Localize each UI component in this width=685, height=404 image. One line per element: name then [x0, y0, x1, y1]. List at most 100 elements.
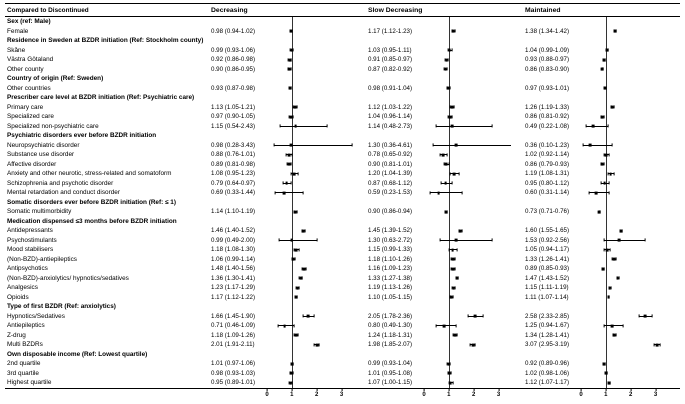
data-row: (Non-BZD)-anxiolytics/ hypnotics/sedativ…: [5, 273, 680, 283]
ci-cap-left: [429, 191, 431, 195]
forest-plot: [581, 359, 668, 369]
reference-line: [448, 36, 450, 46]
ci-cap-right: [603, 162, 605, 166]
reference-line: [291, 197, 293, 207]
header-col-maintained: Maintained: [523, 4, 680, 16]
estimate-cell: 0.98 (0.28-3.43): [209, 140, 366, 150]
forest-plot: [424, 216, 511, 226]
point-marker: [597, 210, 601, 214]
x-axis: 0 1 2 3: [579, 388, 668, 402]
estimate-text: 0.71 (0.46-1.09): [211, 322, 256, 330]
forest-plot: [581, 121, 668, 131]
point-marker: [301, 229, 305, 233]
reference-line: [605, 254, 607, 264]
ci-cap-left: [293, 333, 295, 337]
ci-cap-left: [285, 153, 287, 157]
forest-plot: [424, 378, 511, 388]
ci-cap-right: [461, 229, 463, 233]
point-marker: [613, 29, 617, 33]
reference-line: [605, 378, 607, 388]
forest-plot: [424, 74, 511, 84]
axis-tick-label: 2: [315, 391, 319, 398]
point-marker: [287, 162, 291, 166]
forest-plot: [424, 55, 511, 65]
row-label: (Non-BZD)-anxiolytics/ hypnotics/sedativ…: [7, 274, 129, 282]
forest-plot: [267, 121, 354, 131]
forest-plot: [581, 93, 668, 103]
point-marker: [458, 229, 462, 233]
forest-plot: [267, 159, 354, 169]
estimate-cell: 0.99 (0.93-1.04): [366, 359, 523, 369]
forest-plot: [581, 311, 668, 321]
forest-plot: [581, 254, 668, 264]
forest-plot: [424, 131, 511, 141]
reference-line: [291, 311, 293, 321]
estimate-cell: 1.18 (1.10-1.26): [366, 254, 523, 264]
point-marker: [302, 267, 306, 271]
estimate-cell: 0.98 (0.93-1.03): [209, 368, 366, 378]
forest-plot: [581, 55, 668, 65]
ci-cap-left: [298, 276, 300, 280]
reference-line: [291, 283, 293, 293]
reference-line: [291, 349, 293, 359]
estimate-text: 0.95 (0.80-1.12): [525, 179, 570, 187]
reference-line: [448, 64, 450, 74]
estimate-cell: 1.13 (1.05-1.21): [209, 102, 366, 112]
forest-plot: [267, 359, 354, 369]
estimate-text: 1.07 (1.00-1.15): [368, 379, 413, 387]
reference-line: [291, 102, 293, 112]
reference-line: [291, 216, 293, 226]
point-marker: [602, 58, 606, 62]
estimate-text: 0.99 (0.93-1.06): [211, 46, 256, 54]
row-label: Substance use disorder: [7, 151, 75, 159]
estimate-cell: 0.99 (0.93-1.06): [209, 45, 366, 55]
ci-cap-left: [603, 153, 605, 157]
forest-plot: [267, 330, 354, 340]
estimate-text: 1.34 (1.28-1.41): [525, 331, 570, 339]
estimate-cell: 0.88 (0.76-1.01): [209, 150, 366, 160]
forest-plot: [424, 169, 511, 179]
estimate-cell: [366, 131, 523, 141]
ci-cap-right: [351, 143, 353, 147]
estimate-text: 1.33 (1.27-1.38): [368, 274, 413, 282]
axis-tick-label: 0: [579, 391, 583, 398]
point-marker: [294, 333, 298, 337]
estimate-cell: 0.93 (0.87-0.98): [209, 83, 366, 93]
row-label: Primary care: [7, 103, 44, 111]
estimate-text: 0.98 (0.91-1.04): [368, 84, 413, 92]
estimate-text: 1.06 (0.99-1.14): [211, 255, 256, 263]
point-marker: [293, 105, 297, 109]
estimate-cell: 1.11 (1.07-1.14): [523, 292, 680, 302]
estimate-cell: 1.60 (1.55-1.65): [523, 226, 680, 236]
ci-cap-right: [302, 191, 304, 195]
reference-line: [291, 264, 293, 274]
ci-cap-left: [449, 172, 451, 176]
estimate-cell: 0.89 (0.85-0.93): [523, 264, 680, 274]
section-row: Prescriber care level at BZDR initiation…: [5, 93, 680, 103]
reference-line: [448, 17, 450, 27]
estimate-cell: [209, 36, 366, 46]
ci-cap-right: [304, 229, 306, 233]
ci-cap-left: [274, 191, 276, 195]
forest-plot: [424, 340, 511, 350]
estimate-cell: [366, 74, 523, 84]
axis-tick-label: 2: [472, 391, 476, 398]
data-row: Z-drug 1.18 (1.09-1.26) 1.24 (1.18-1.31) 1.…: [5, 330, 680, 340]
ci-cap-left: [289, 48, 291, 52]
forest-plot: [267, 226, 354, 236]
row-label: Other countries: [7, 84, 51, 92]
reference-line: [605, 273, 607, 283]
estimate-cell: 0.97 (0.90-1.05): [209, 112, 366, 122]
forest-table: Compared to Discontinued Decreasing Slow…: [5, 3, 680, 389]
estimate-text: 1.01 (0.95-1.08): [368, 369, 413, 377]
estimate-text: 1.15 (0.99-1.33): [368, 246, 413, 254]
axis-cell-slow-decreasing: 0 1 2 3: [366, 388, 523, 402]
forest-plot: [424, 45, 511, 55]
ci-cap-right: [446, 153, 448, 157]
reference-line: [448, 349, 450, 359]
point-marker: [315, 343, 319, 347]
forest-plot: [267, 93, 354, 103]
forest-plot: [581, 178, 668, 188]
ci-cap-right: [456, 333, 457, 337]
ci-cap-right: [455, 324, 457, 328]
